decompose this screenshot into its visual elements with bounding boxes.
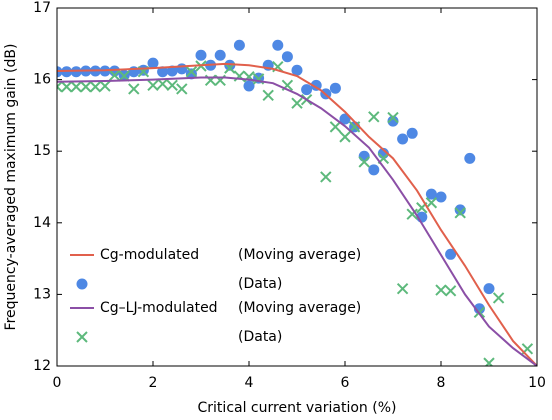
x-tick-label: 8 [437,375,446,391]
x-marker [348,121,361,133]
dot [397,133,409,145]
plot-area [57,39,537,366]
dot [454,204,466,216]
x-marker [262,89,274,102]
dot [157,66,169,78]
dot [301,84,313,96]
dot [435,191,447,203]
dot [147,57,159,69]
plot-frame [56,7,538,367]
x-marker [176,83,188,95]
x-marker [435,284,447,296]
legend-label: (Data) [238,276,282,292]
x-marker [89,81,102,93]
x-marker [329,121,342,133]
x-marker [60,81,73,93]
dot [425,188,437,200]
x-marker [118,70,130,82]
y-tick-label: 16 [33,72,51,88]
legend-note: (Moving average) [238,247,361,263]
dot [483,283,495,295]
x-marker [185,66,198,78]
dot [137,64,149,76]
dot [272,39,284,51]
dot [464,152,476,164]
x-marker [396,282,409,295]
dot [233,39,245,51]
x-tick-label: 0 [53,375,62,391]
dot [176,63,188,75]
dot [185,68,197,80]
x-marker [444,285,457,297]
legend-label: Cg–LJ-modulated [100,300,218,316]
dot [368,164,380,176]
dot [291,64,303,76]
x-tick-label: 2 [149,375,158,391]
dot [445,248,457,260]
x-marker [454,207,466,219]
x-axis-label: Critical current variation (%) [198,400,397,416]
x-marker [166,79,178,92]
dot [166,65,178,77]
x-marker [425,197,438,209]
legend-dot [76,278,88,290]
x-marker [483,357,495,366]
x-marker [57,81,63,93]
x-tick-label: 10 [528,375,546,391]
dot [339,113,351,125]
y-axis-label: Frequency-averaged maximum gain (dB) [3,44,19,331]
y-tick-label: 12 [33,358,51,374]
x-marker [108,69,121,82]
y-tick-label: 15 [33,143,51,159]
dot [358,150,370,162]
legend-label: (Data) [238,329,282,345]
dot [329,82,341,94]
x-marker [147,79,159,92]
dot [281,51,293,63]
dot [195,49,207,61]
y-tick-label: 14 [33,215,51,231]
dot [243,80,255,92]
x-marker [128,83,140,95]
x-tick-label: 6 [341,375,350,391]
y-tick-label: 13 [33,286,51,302]
x-marker [70,81,82,93]
dot [387,115,399,127]
x-marker [387,111,399,124]
x-marker [358,156,370,168]
legend-label: Cg-modulated [100,247,199,263]
legend-note: (Moving average) [238,300,361,316]
x-marker [339,131,351,143]
line [57,62,537,366]
x-marker [80,81,92,93]
dot [406,127,418,139]
legend-x-marker [76,331,88,343]
x-marker [492,292,505,304]
x-marker [156,78,169,90]
x-marker [320,171,332,183]
x-tick-label: 4 [245,375,254,391]
x-marker [291,97,303,109]
x-marker [368,111,380,123]
y-tick-label: 17 [33,0,51,16]
dot [224,59,236,71]
dot [214,49,226,61]
line [57,76,537,366]
x-marker [406,208,418,220]
dot [70,66,82,78]
x-marker [99,80,111,92]
